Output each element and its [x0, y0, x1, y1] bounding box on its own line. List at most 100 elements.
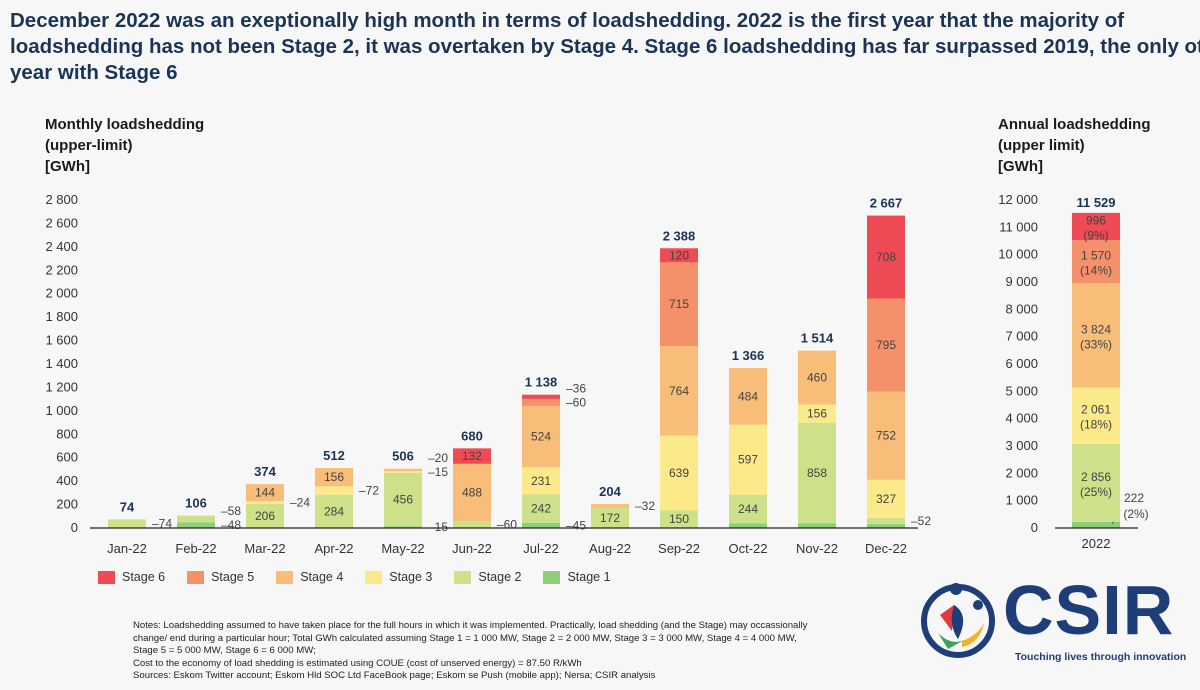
y-tick-label: 600 [56, 450, 78, 465]
bar-segment-stage-4 [1072, 283, 1120, 388]
bar-segment-stage-4 [867, 391, 905, 480]
y-tick-label: 9 000 [1005, 274, 1038, 289]
y-tick-label: 1 000 [1005, 493, 1038, 508]
segment-label: 231 [531, 474, 551, 488]
bar-segment-stage-4 [315, 468, 353, 487]
x-tick-label: Dec-22 [865, 541, 907, 556]
y-tick-label: 11 000 [999, 219, 1038, 234]
bar-segment-stage-2 [798, 422, 836, 524]
x-tick-label: Jan-22 [107, 541, 147, 556]
y-tick-label: 1 000 [45, 403, 78, 418]
legend-label: Stage 4 [300, 570, 344, 584]
segment-label: 708 [876, 250, 896, 264]
bar-segment-stage-2 [453, 520, 491, 528]
bar-segment-stage-6 [522, 394, 560, 399]
x-tick-label: Jul-22 [523, 541, 558, 556]
total-label: 1 138 [525, 375, 558, 390]
logo-text: CSIR [1003, 571, 1175, 649]
bar-segment-stage-1 [867, 524, 905, 528]
bar-segment-stage-2 [729, 494, 767, 524]
bar-segment-stage-4 [246, 484, 284, 502]
y-tick-label: 5 000 [1005, 383, 1038, 398]
legend-swatch [454, 570, 472, 584]
bar-segment-stage-4 [729, 367, 767, 425]
segment-label: 460 [807, 371, 827, 385]
logo-tagline: Touching lives through innovation [1015, 651, 1187, 663]
bar-segment-stage-2 [315, 494, 353, 528]
y-tick-label: 0 [1031, 520, 1038, 535]
segment-label: –36 [566, 381, 586, 395]
annual-chart-title: Annual loadshedding (upper limit) [GWh] [998, 116, 1151, 175]
bar-segment-stage-5 [1072, 240, 1120, 284]
bar-segment-stage-3 [522, 467, 560, 495]
y-tick-label: 7 000 [1005, 329, 1038, 344]
bar-segment-stage-4 [660, 346, 698, 436]
bar-segment-stage-3 [384, 471, 422, 473]
legend-swatch [187, 570, 205, 584]
segment-label: 284 [324, 504, 344, 518]
bar-segment-stage-3 [246, 501, 284, 504]
segment-label: 2 856 [1081, 470, 1111, 484]
legend: Stage 6 Stage 5 Stage 4 Stage 3 Stage 2 Stage… [98, 570, 611, 584]
segment-label: 222 [1124, 491, 1144, 505]
segment-label: 150 [669, 512, 689, 526]
notes-sources: Sources: Eskom Twitter account; Eskom Hl… [133, 670, 656, 681]
segment-label: –72 [359, 484, 379, 498]
y-tick-label: 2 800 [45, 192, 78, 207]
y-tick-label: 0 [71, 520, 78, 535]
segment-label: 132 [462, 449, 482, 463]
segment-label: –52 [911, 514, 931, 528]
bar-segment-stage-1 [522, 522, 560, 528]
bar-segment-stage-2 [177, 515, 215, 523]
y-tick-label: 800 [56, 426, 78, 441]
bar-segment-stage-2 [522, 494, 560, 523]
segment-label: –58 [221, 504, 241, 518]
segment-label: –32 [635, 499, 655, 513]
y-tick-label: 2 000 [45, 286, 78, 301]
segment-label: –24 [290, 495, 310, 509]
bar-segment-stage-2 [591, 507, 629, 528]
y-tick-label: 200 [56, 497, 78, 512]
y-tick-label: 1 400 [45, 356, 78, 371]
legend-label: Stage 5 [211, 570, 255, 584]
segment-label: 858 [807, 466, 827, 480]
bar-segment-stage-6 [453, 448, 491, 464]
y-tick-label: 3 000 [1005, 438, 1038, 453]
total-label: 680 [461, 428, 483, 443]
bar-segment-stage-6 [867, 215, 905, 299]
segment-label: –15 [428, 520, 448, 534]
y-tick-label: 2 600 [45, 215, 78, 230]
bar-segment-stage-2 [867, 518, 905, 525]
x-tick-label: Sep-22 [658, 541, 700, 556]
segment-label: –45 [566, 518, 586, 532]
segment-percent: (14%) [1080, 264, 1112, 278]
y-tick-label: 12 000 [998, 192, 1038, 207]
y-tick-label: 1 200 [45, 379, 78, 394]
legend-swatch [365, 570, 383, 584]
total-label: 374 [254, 464, 276, 479]
segment-percent: (25%) [1080, 485, 1112, 499]
bar-segment-stage-1 [1072, 521, 1120, 528]
bar-segment-stage-4 [384, 468, 422, 472]
total-label: 204 [599, 484, 621, 499]
total-label: 512 [323, 448, 345, 463]
segment-label: 242 [531, 502, 551, 516]
legend-item: Stage 2 [454, 570, 521, 584]
total-label: 506 [392, 449, 414, 464]
bar-segment-stage-1 [177, 522, 215, 528]
segment-label: 996 [1086, 213, 1106, 227]
monthly-chart-title: Monthly loadshedding (upper-limit) [GWh] [45, 116, 205, 175]
segment-label: 244 [738, 502, 758, 516]
bar-segment-stage-5 [867, 298, 905, 392]
segment-label: 3 824 [1081, 322, 1111, 336]
legend-label: Stage 1 [567, 570, 611, 584]
segment-label: 639 [669, 466, 689, 480]
segment-label: 764 [669, 384, 689, 398]
segment-label: 1 570 [1081, 249, 1111, 263]
x-tick-label: 2022 [1082, 536, 1111, 551]
total-label: 11 529 [1076, 195, 1115, 210]
legend-swatch [98, 570, 115, 584]
legend-label: Stage 3 [389, 570, 433, 584]
segment-percent: (33%) [1080, 337, 1112, 351]
total-label: 2 388 [663, 228, 696, 243]
